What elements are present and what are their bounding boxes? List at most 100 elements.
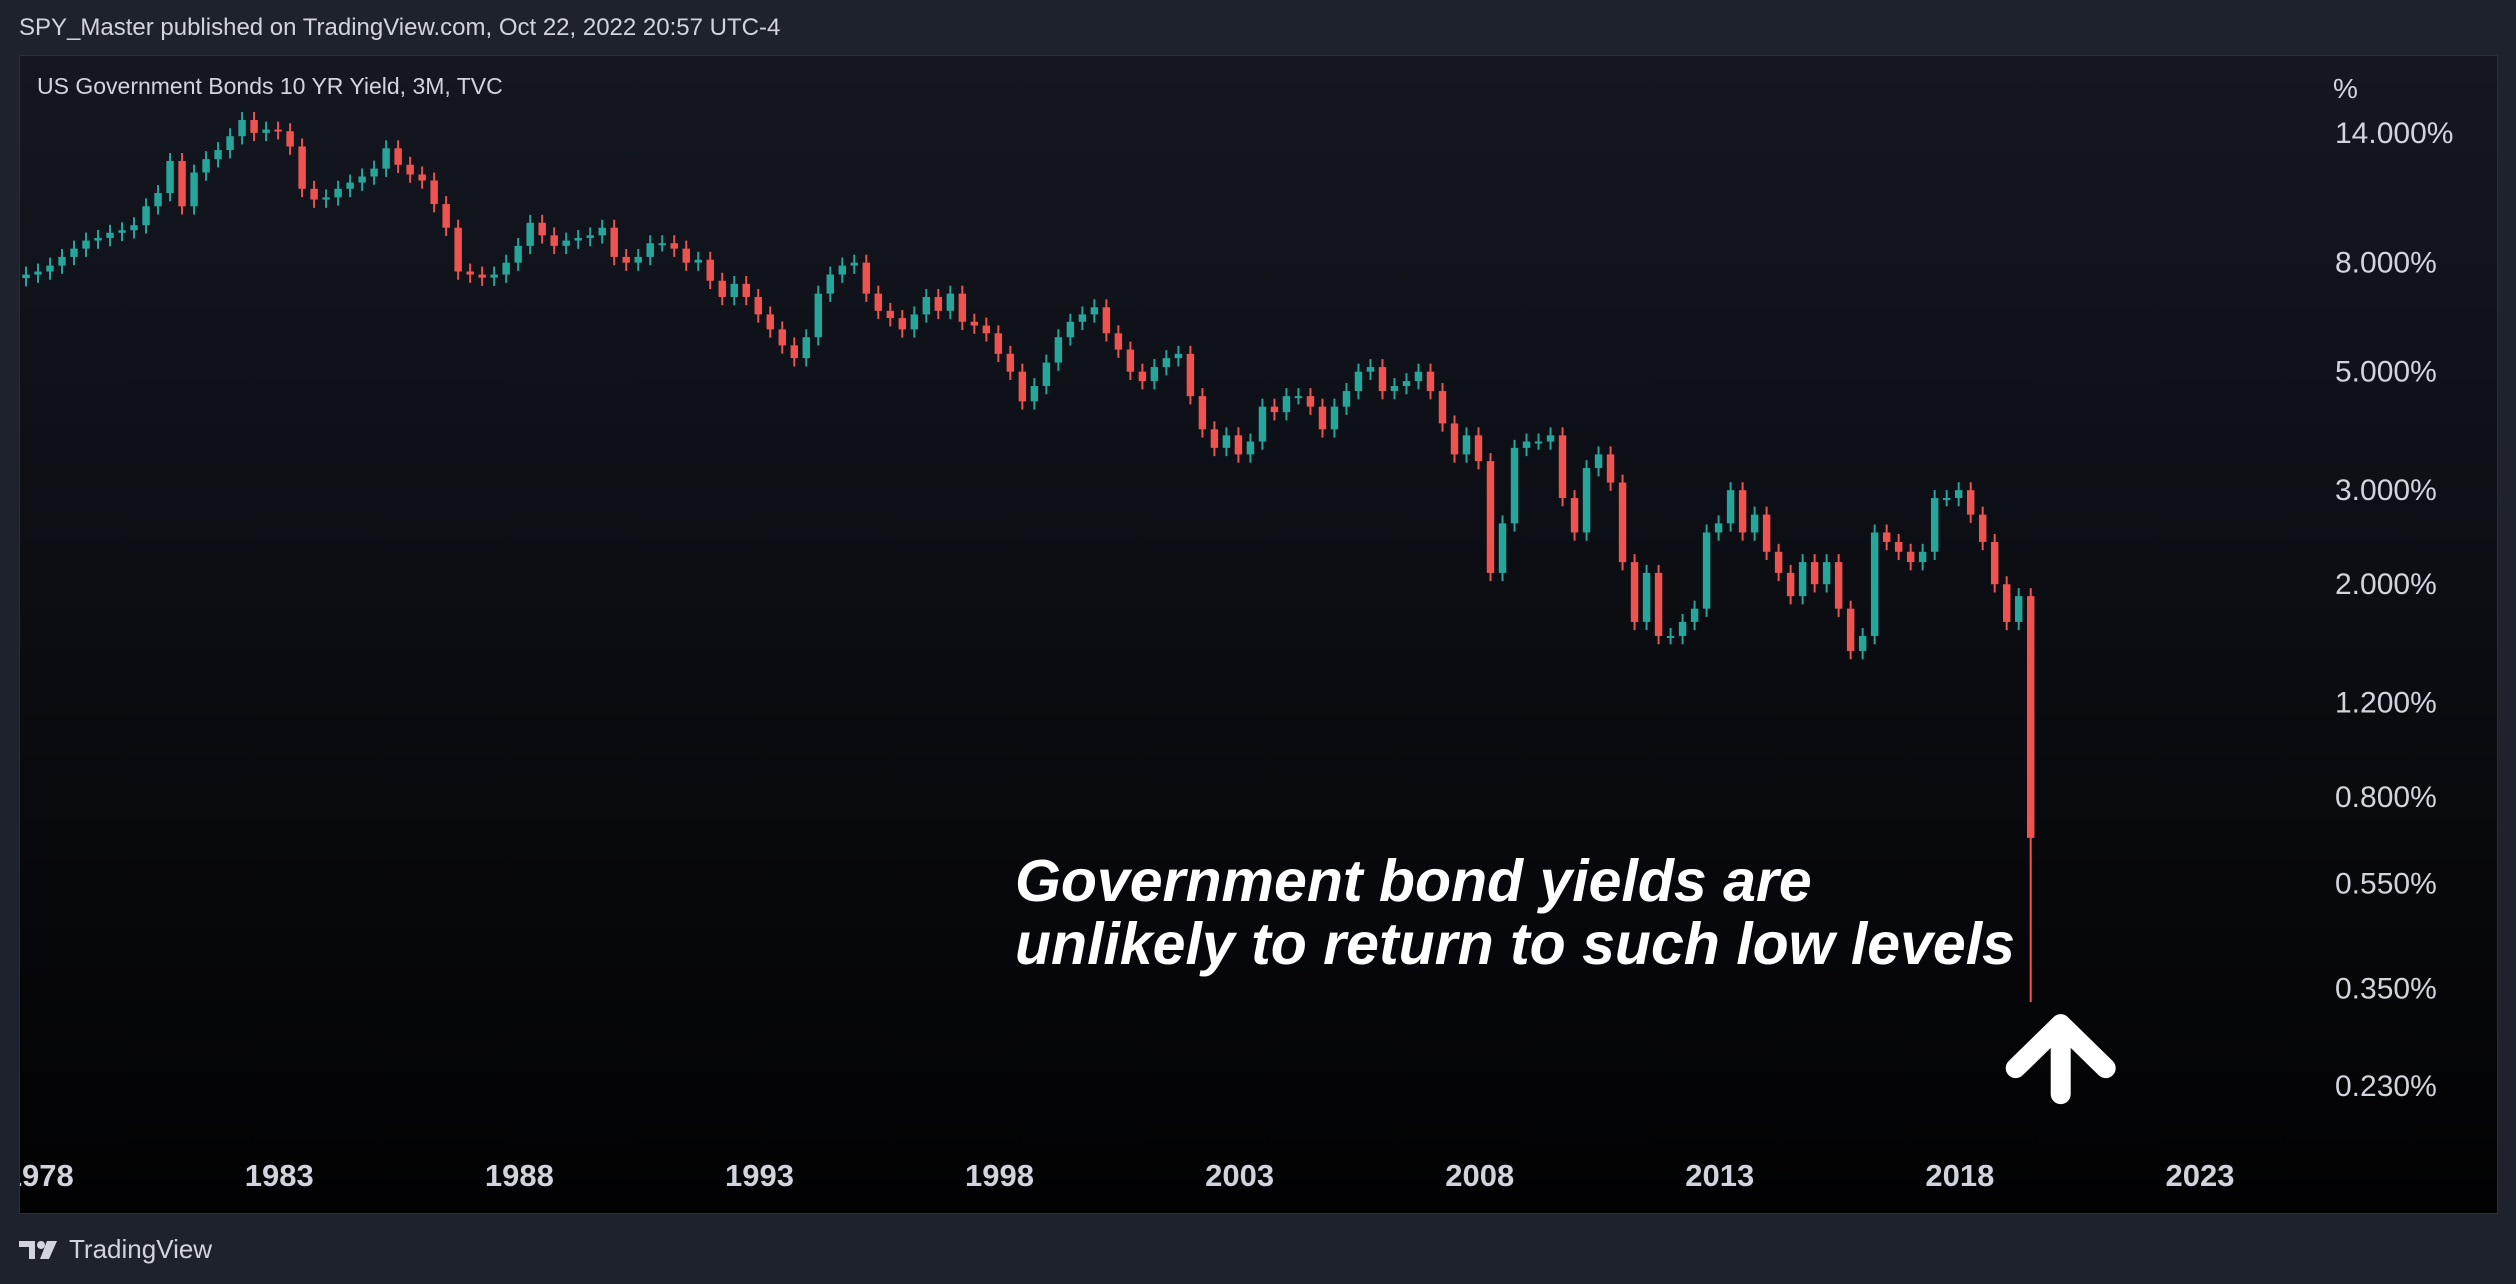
candle — [550, 227, 558, 255]
candle — [1234, 427, 1243, 463]
candle — [430, 172, 438, 213]
candle — [886, 302, 895, 327]
candle — [274, 121, 282, 140]
candle — [1318, 398, 1327, 438]
candle — [1690, 600, 1699, 631]
candle — [802, 329, 810, 367]
candle — [1498, 515, 1507, 582]
candlestick-chart[interactable]: US Government Bonds 10 YR Yield, 3M, TVC… — [20, 56, 2497, 1213]
y-tick-label: 14.000% — [2335, 117, 2453, 150]
candle — [58, 248, 66, 274]
candle — [2026, 588, 2035, 1003]
candle — [1414, 363, 1423, 390]
candle — [670, 235, 678, 257]
candle — [1390, 378, 1399, 400]
candle — [994, 325, 1003, 363]
x-axis: 1978 1983 1988 1993 1998 2003 2008 2013 2018 2023 — [20, 1158, 2234, 1193]
candle — [322, 189, 330, 208]
candle — [238, 111, 246, 145]
candle — [1654, 564, 1663, 645]
candle — [1162, 350, 1171, 376]
candle — [1342, 383, 1351, 415]
candle — [286, 123, 294, 155]
candle — [1810, 554, 1819, 593]
candle — [1666, 627, 1675, 645]
candle — [334, 180, 342, 206]
candle — [634, 248, 642, 271]
candle — [1726, 482, 1735, 532]
x-tick-label: 2013 — [1685, 1158, 1754, 1193]
candle — [1678, 613, 1687, 645]
candle — [1150, 359, 1159, 390]
candle — [466, 263, 474, 283]
candle — [1066, 313, 1075, 346]
candle — [1774, 543, 1783, 582]
candle — [1474, 427, 1483, 470]
candle — [514, 237, 522, 271]
candle — [1426, 363, 1435, 400]
x-tick-label: 1998 — [965, 1158, 1034, 1193]
candle — [526, 214, 534, 255]
candle — [910, 306, 919, 338]
x-tick-label: 1988 — [485, 1158, 554, 1193]
candle — [1534, 433, 1543, 450]
candle — [718, 272, 726, 306]
candle — [1126, 341, 1135, 380]
candle — [166, 153, 174, 202]
candle — [298, 138, 306, 198]
candle — [310, 180, 318, 208]
candle — [418, 166, 426, 189]
candle — [1222, 427, 1231, 457]
candle — [1042, 354, 1051, 395]
candle — [1018, 363, 1027, 410]
candle — [766, 306, 774, 338]
candle — [814, 285, 822, 346]
y-tick-label: 0.550% — [2335, 868, 2437, 901]
candle — [1822, 554, 1831, 593]
y-tick-label: 0.230% — [2335, 1070, 2437, 1103]
candle — [922, 288, 931, 323]
candle — [946, 285, 955, 320]
y-tick-label: 0.800% — [2335, 781, 2437, 814]
x-tick-label: 1983 — [245, 1158, 314, 1193]
y-tick-label: 2.000% — [2335, 568, 2437, 601]
candle — [1546, 427, 1555, 450]
candle — [70, 240, 78, 266]
candle — [1030, 378, 1039, 410]
candle — [1570, 490, 1579, 541]
candle — [2002, 576, 2011, 631]
candle — [1882, 524, 1891, 551]
candle — [1786, 564, 1795, 605]
candle — [1138, 363, 1147, 390]
candle — [898, 310, 907, 338]
candle — [178, 153, 186, 215]
candle — [370, 160, 378, 185]
candle — [406, 156, 414, 183]
candle — [46, 257, 54, 280]
candle — [1630, 554, 1639, 631]
annotation-line-2: unlikely to return to such low levels — [1015, 911, 2015, 977]
candle — [658, 235, 666, 252]
candle — [1846, 600, 1855, 660]
chart-panel[interactable]: US Government Bonds 10 YR Yield, 3M, TVC… — [19, 55, 2498, 1214]
candle — [1510, 439, 1519, 532]
candle — [1642, 564, 1651, 631]
y-tick-label: 3.000% — [2335, 474, 2437, 507]
candle — [934, 288, 943, 320]
y-axis: 14.000% 8.000% 5.000% 3.000% 2.000% 1.200% 0.8… — [2335, 117, 2453, 1103]
candle — [1906, 543, 1915, 571]
candle — [586, 227, 594, 247]
chart-title: US Government Bonds 10 YR Yield, 3M, TVC — [37, 73, 503, 99]
candle — [106, 224, 114, 247]
candle — [1198, 388, 1207, 438]
x-tick-label: 2018 — [1925, 1158, 1994, 1193]
candle — [1306, 388, 1315, 415]
candle — [262, 121, 270, 142]
candle — [826, 266, 835, 302]
footer[interactable]: TradingView — [19, 1234, 212, 1265]
candle — [1798, 554, 1807, 605]
candle — [478, 266, 486, 286]
candle — [1450, 415, 1459, 463]
candle — [1606, 446, 1615, 491]
candle — [1354, 363, 1363, 400]
